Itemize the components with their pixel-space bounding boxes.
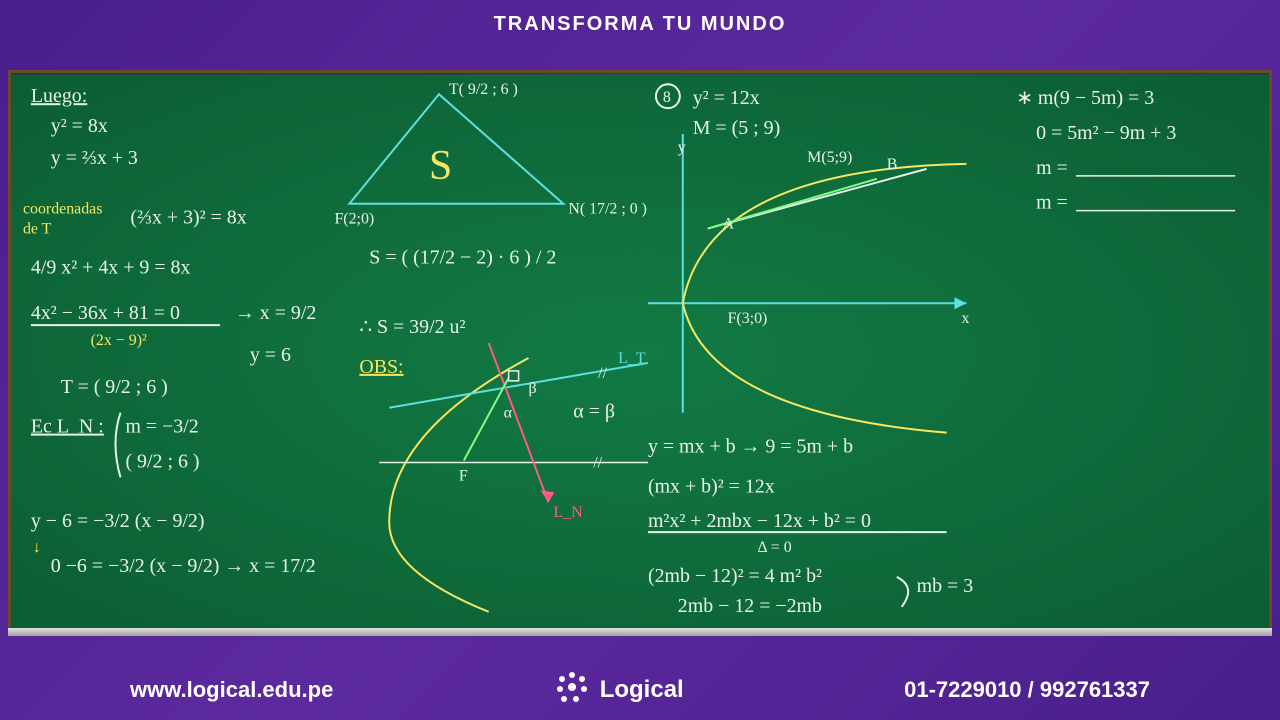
alpha-eq-beta: α = β — [573, 401, 615, 423]
rb-m1: m = — [1036, 157, 1068, 179]
footer-phones: 01-7229010 / 992761337 — [904, 677, 1150, 703]
rb-quad: 0 = 5m² − 9m + 3 — [1036, 122, 1176, 144]
brand-logo-icon — [554, 669, 590, 712]
LN-pt: ( 9/2 ; 6 ) — [125, 450, 199, 472]
S-letter: S — [429, 143, 452, 189]
F3-label: F(3;0) — [728, 310, 768, 327]
footer: www.logical.edu.pe Logical 01-7229010 / … — [0, 660, 1280, 720]
step1: (⅔x + 3)² = 8x — [130, 207, 246, 229]
badge-8: 8 — [663, 89, 671, 106]
obs-heading: OBS: — [359, 356, 403, 378]
A-label: A — [723, 216, 735, 233]
step3-under: (2x − 9)² — [91, 332, 147, 349]
eq-line: y = ⅔x + 3 — [51, 147, 138, 169]
p8-d2: 2mb − 12 = −2mb — [678, 595, 822, 617]
p8-line-eq: y = mx + b → 9 = 5m + b — [648, 436, 853, 458]
LN-eq: y − 6 = −3/2 (x − 9/2) — [31, 510, 205, 532]
tick2: // — [593, 454, 602, 471]
x-axis-label: x — [961, 310, 969, 327]
p8-eq: y² = 12x — [693, 87, 760, 109]
y-axis-label: y — [678, 139, 686, 156]
LN-sub: 0 −6 = −3/2 (x − 9/2) → x = 17/2 — [51, 555, 316, 577]
F-label: F — [459, 467, 468, 484]
chalkboard: Luego: y² = 8x y = ⅔x + 3 coordenadas de… — [8, 70, 1272, 636]
S-result: ∴ S = 39/2 u² — [359, 316, 465, 338]
footer-website: www.logical.edu.pe — [130, 677, 333, 703]
p8-sub: (mx + b)² = 12x — [648, 475, 775, 497]
LT-label: L_T — [618, 350, 646, 367]
p8-mb: mb = 3 — [917, 575, 974, 597]
coord-heading-1: coordenadas — [23, 201, 103, 218]
p8-expand: m²x² + 2mbx − 12x + b² = 0 — [648, 510, 871, 532]
footer-brand: Logical — [554, 669, 684, 712]
arrow-down: ↓ — [33, 539, 41, 556]
left-heading: Luego: — [31, 85, 87, 107]
vertex-F: F(2;0) — [334, 211, 374, 228]
p8-discr: Δ = 0 — [757, 539, 791, 556]
rb-m2: m = — [1036, 192, 1068, 214]
chalkboard-svg: Luego: y² = 8x y = ⅔x + 3 coordenadas de… — [11, 73, 1269, 633]
tick1: // — [598, 365, 607, 382]
p8-d1: (2mb − 12)² = 4 m² b² — [648, 565, 822, 587]
header-tagline: TRANSFORMA TU MUNDO — [0, 0, 1280, 50]
T-point: T = ( 9/2 ; 6 ) — [61, 376, 168, 398]
video-frame: TRANSFORMA TU MUNDO Luego: y² = 8x y = ⅔… — [0, 0, 1280, 720]
alpha: α — [504, 405, 512, 422]
LN-heading: Ec L_N : — [31, 416, 104, 438]
vertex-T: T( 9/2 ; 6 ) — [449, 81, 518, 98]
rb-star: ∗ m(9 − 5m) = 3 — [1016, 87, 1154, 109]
M-label: M(5;9) — [807, 149, 852, 166]
p8-M: M = (5 ; 9) — [693, 117, 780, 139]
S-formula: S = ( (17/2 − 2) · 6 ) / 2 — [369, 246, 556, 268]
beta: β — [529, 380, 537, 397]
coord-heading-2: de T — [23, 221, 52, 238]
step3: 4x² − 36x + 81 = 0 — [31, 302, 180, 324]
step3-arrow: → x = 9/2 — [235, 302, 316, 324]
LN-m: m = −3/2 — [125, 416, 198, 438]
step2: 4/9 x² + 4x + 9 = 8x — [31, 256, 191, 278]
chalk-tray — [8, 628, 1272, 636]
vertex-N: N( 17/2 ; 0 ) — [568, 201, 647, 218]
eq-parabola: y² = 8x — [51, 115, 108, 137]
brand-name: Logical — [600, 676, 684, 704]
LN-label: L_N — [553, 504, 583, 521]
B-label: B — [887, 156, 898, 173]
y-val: y = 6 — [250, 344, 291, 366]
